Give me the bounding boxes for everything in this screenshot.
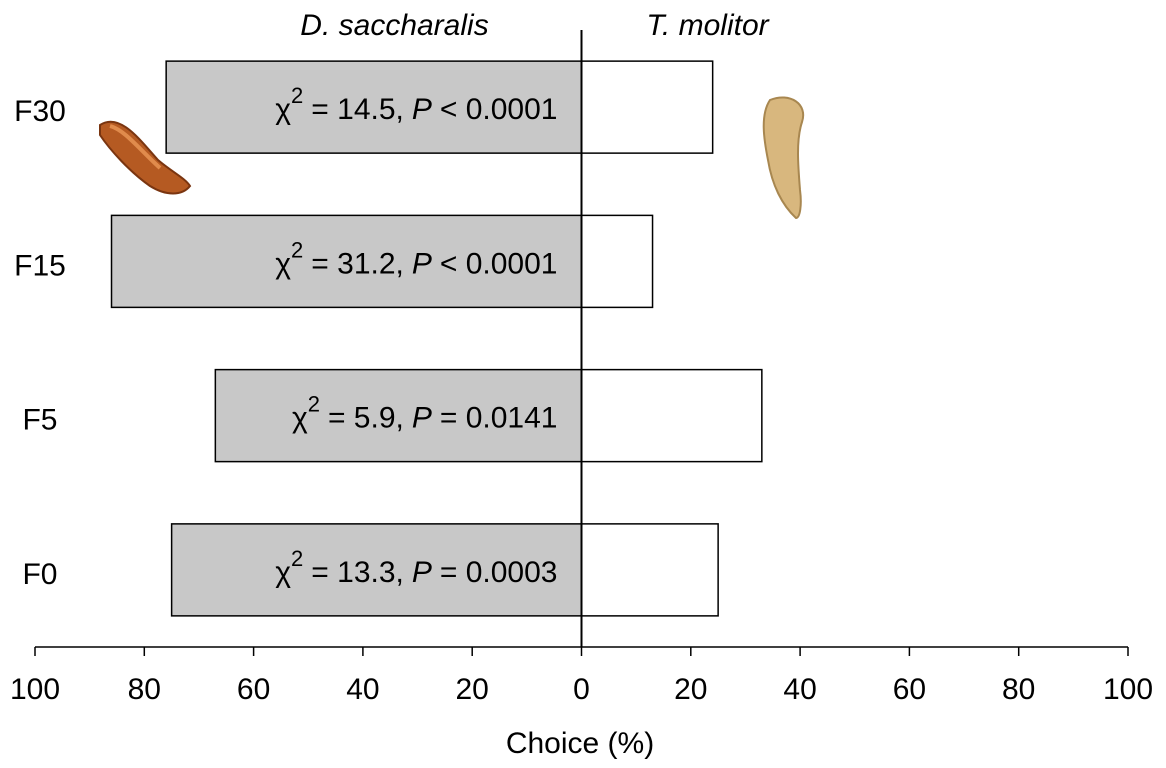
stat-symbol: χ [275, 93, 291, 126]
p-symbol: P [412, 93, 432, 126]
annotation: χ2 = 5.9, P = 0.0141 [292, 391, 558, 434]
annotation: χ2 = 13.3, P = 0.0003 [275, 546, 557, 589]
stat-power: 2 [291, 237, 303, 262]
y-tick-label: F15 [14, 249, 66, 282]
bar [170, 523, 583, 617]
bar [580, 523, 719, 617]
x-tick-label: 0 [573, 673, 590, 706]
x-tick-label: 80 [1002, 673, 1035, 706]
bar [580, 214, 654, 309]
stat-value: = 5.9, [328, 402, 404, 435]
bar [580, 60, 714, 154]
x-axis-title: Choice (%) [506, 727, 654, 760]
larva-right [762, 96, 805, 220]
x-tick-label: 100 [1103, 673, 1153, 706]
y-tick-label: F0 [22, 558, 57, 591]
x-tick-label: 60 [237, 673, 270, 706]
stat-value: = 13.3, [311, 556, 404, 589]
stat-power: 2 [291, 83, 303, 108]
x-tick-label: 80 [128, 673, 161, 706]
larva-left [99, 120, 192, 195]
annotation: χ2 = 31.2, P < 0.0001 [275, 237, 557, 280]
p-value: < 0.0001 [440, 247, 558, 280]
p-symbol: P [412, 247, 432, 280]
x-tick-label: 100 [10, 673, 60, 706]
p-value: = 0.0003 [440, 556, 558, 589]
p-symbol: P [412, 402, 432, 435]
annotation: χ2 = 14.5, P < 0.0001 [275, 83, 557, 126]
x-tick-label: 40 [346, 673, 379, 706]
p-symbol: P [412, 556, 432, 589]
stat-symbol: χ [275, 556, 291, 589]
x-tick-label: 40 [783, 673, 816, 706]
legend-label: T. molitor [646, 9, 769, 42]
stat-power: 2 [308, 391, 320, 416]
legend-label: D. saccharalis [300, 9, 488, 42]
stat-value: = 31.2, [311, 247, 404, 280]
x-tick-label: 20 [674, 673, 707, 706]
bar [580, 368, 763, 463]
p-value: = 0.0141 [440, 402, 558, 435]
bar [165, 60, 583, 154]
stat-symbol: χ [275, 247, 291, 280]
p-value: < 0.0001 [440, 93, 558, 126]
stat-power: 2 [291, 546, 303, 571]
stat-symbol: χ [292, 402, 308, 435]
y-tick-label: F5 [22, 404, 57, 437]
y-tick-label: F30 [14, 95, 66, 128]
x-tick-label: 20 [456, 673, 489, 706]
x-tick-label: 60 [893, 673, 926, 706]
stat-value: = 14.5, [311, 93, 404, 126]
bar [110, 214, 583, 309]
